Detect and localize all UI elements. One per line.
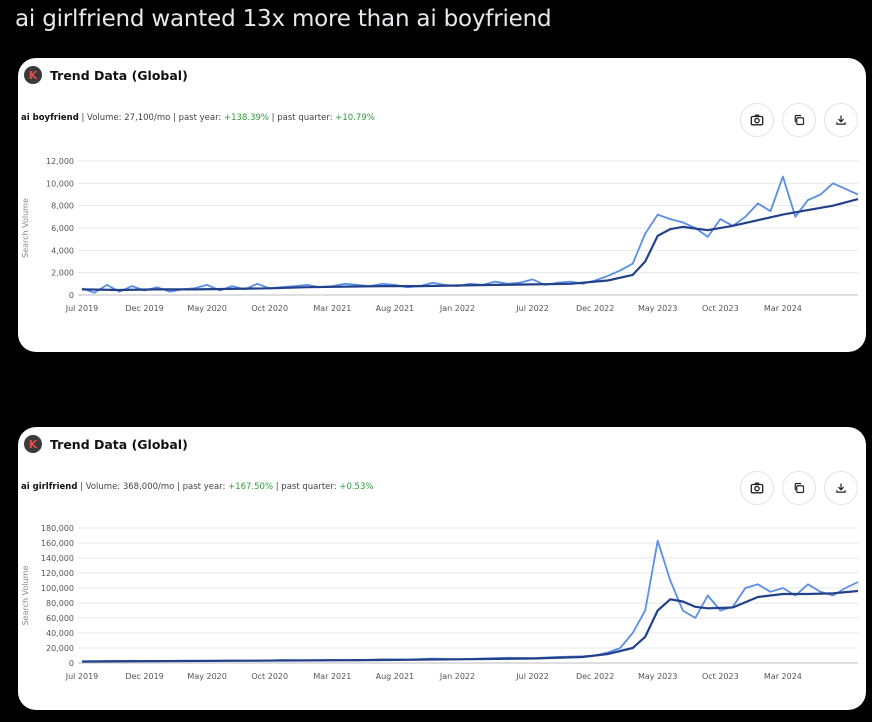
x-tick-label: May 2020 (187, 304, 226, 313)
y-tick-label: 20,000 (46, 644, 74, 653)
x-tick-label: Aug 2021 (376, 672, 415, 681)
x-tick-label: Dec 2022 (576, 304, 614, 313)
chart-actions (740, 103, 858, 137)
keyword-stats: ai girlfriend | Volume: 368,000/mo | pas… (21, 482, 374, 492)
keyword-stats: ai boyfriend | Volume: 27,100/mo | past … (21, 113, 375, 123)
x-tick-label: May 2020 (187, 672, 226, 681)
trend-chart: 0 2,000 4,000 6,000 8,000 10,000 12,000 Search … (21, 157, 859, 313)
copy-button[interactable] (782, 471, 816, 505)
y-tick-label: 12,000 (46, 157, 74, 166)
y-tick-label: 10,000 (46, 179, 74, 188)
past-year-change: +138.39% (224, 113, 269, 123)
x-tick-label: Oct 2020 (251, 672, 288, 681)
x-tick-label: Jul 2019 (65, 304, 99, 313)
y-tick-label: 0 (69, 659, 74, 668)
camera-icon (750, 114, 764, 126)
trend-card-ai-boyfriend: K Trend Data (Global) ai boyfriend | Vol… (18, 58, 866, 352)
x-tick-label: Mar 2024 (764, 672, 802, 681)
x-tick-label: May 2023 (638, 304, 677, 313)
keyword-label: ai boyfriend (21, 113, 79, 123)
x-tick-label: Dec 2019 (125, 672, 163, 681)
x-tick-label: Oct 2023 (702, 304, 739, 313)
download-button[interactable] (824, 471, 858, 505)
screenshot-button[interactable] (740, 471, 774, 505)
copy-icon (794, 482, 805, 494)
copy-icon (794, 114, 805, 126)
keyword-label: ai girlfriend (21, 482, 78, 492)
copy-button[interactable] (782, 103, 816, 137)
camera-icon (750, 482, 764, 494)
y-tick-label: 160,000 (41, 539, 74, 548)
y-axis-label: Search Volume (21, 198, 30, 258)
x-tick-label: May 2023 (638, 672, 677, 681)
y-tick-label: 0 (69, 291, 74, 300)
y-axis-label: Search Volume (21, 566, 30, 626)
search-volume-line (81, 539, 859, 663)
card-header: K Trend Data (Global) (24, 435, 188, 453)
x-tick-label: Oct 2023 (702, 672, 739, 681)
chart-actions (740, 471, 858, 505)
x-tick-label: Mar 2024 (764, 304, 802, 313)
trend-average-line (81, 197, 859, 292)
y-tick-label: 140,000 (41, 554, 74, 563)
x-tick-label: Mar 2021 (313, 304, 351, 313)
past-quarter-change: +0.53% (339, 482, 374, 492)
y-tick-label: 180,000 (41, 524, 74, 533)
x-tick-label: Jan 2022 (439, 672, 475, 681)
x-tick-label: Dec 2022 (576, 672, 614, 681)
screenshot-button[interactable] (740, 103, 774, 137)
x-tick-label: Aug 2021 (376, 304, 415, 313)
y-tick-label: 80,000 (46, 599, 74, 608)
x-tick-label: Dec 2019 (125, 304, 163, 313)
card-title: Trend Data (Global) (50, 436, 188, 452)
y-tick-label: 120,000 (41, 569, 74, 578)
y-tick-label: 60,000 (46, 614, 74, 623)
y-tick-label: 100,000 (41, 584, 74, 593)
x-tick-label: Oct 2020 (251, 304, 288, 313)
x-tick-label: Jan 2022 (439, 304, 475, 313)
trend-card-ai-girlfriend: K Trend Data (Global) ai girlfriend | Vo… (18, 427, 866, 710)
x-tick-label: Mar 2021 (313, 672, 351, 681)
x-tick-label: Jul 2022 (515, 672, 549, 681)
y-tick-label: 8,000 (51, 202, 74, 211)
download-button[interactable] (824, 103, 858, 137)
y-tick-label: 4,000 (51, 246, 74, 255)
past-quarter-change: +10.79% (335, 113, 375, 123)
x-tick-label: Jul 2019 (65, 672, 99, 681)
trend-average-line (81, 589, 859, 663)
trend-chart: 0 20,000 40,000 60,000 80,000 100,000 120,000 1… (21, 524, 859, 681)
x-tick-label: Jul 2022 (515, 304, 549, 313)
past-year-change: +167.50% (228, 482, 274, 492)
post-title: ai girlfriend wanted 13x more than ai bo… (15, 6, 552, 32)
y-tick-label: 2,000 (51, 269, 74, 278)
y-tick-label: 6,000 (51, 224, 74, 233)
card-title: Trend Data (Global) (50, 67, 188, 83)
search-volume-line (81, 175, 859, 294)
download-icon (836, 115, 846, 125)
download-icon (836, 483, 846, 493)
brand-logo: K (24, 435, 42, 453)
brand-logo: K (24, 66, 42, 84)
card-header: K Trend Data (Global) (24, 66, 188, 84)
y-tick-label: 40,000 (46, 629, 74, 638)
